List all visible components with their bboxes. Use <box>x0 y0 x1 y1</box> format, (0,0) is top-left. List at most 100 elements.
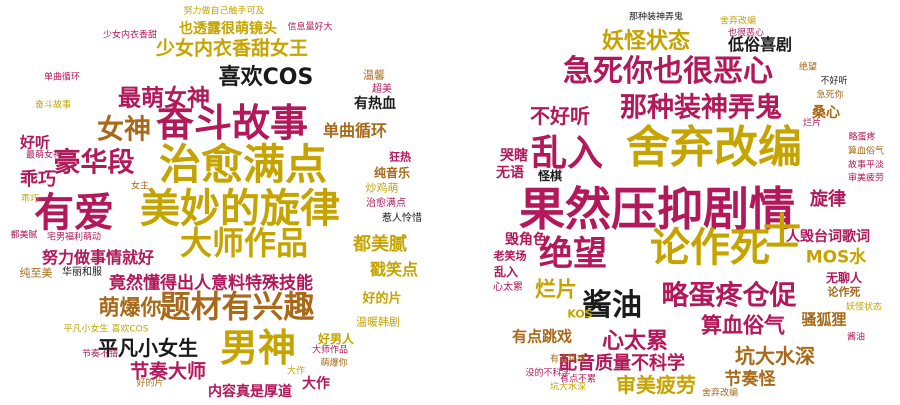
cloud-word: 奋斗故事 <box>155 101 309 145</box>
cloud-word: 纯至美 <box>19 266 53 280</box>
cloud-word: 奋斗故事 <box>34 100 72 111</box>
cloud-word: 急死你 <box>816 90 844 101</box>
cloud-word: 桑心 <box>812 105 840 121</box>
cloud-word: 美妙的旋律 <box>140 186 340 232</box>
cloud-word: 节奏怪 <box>724 369 776 390</box>
cloud-word: 好男人 <box>317 332 355 346</box>
cloud-word: 宅男福利萌动 <box>46 232 102 243</box>
cloud-word: 豪华段 <box>53 147 135 179</box>
cloud-word: 好听 <box>19 133 51 152</box>
cloud-word: 女神 <box>97 114 151 146</box>
cloud-word: 也很恶心 <box>727 28 765 39</box>
cloud-word: 节奏大师 <box>129 360 207 383</box>
cloud-word: 努力做事情就好 <box>41 248 155 267</box>
cloud-word: 妖怪状态 <box>601 29 691 54</box>
cloud-word: 有点跳戏 <box>511 327 573 346</box>
cloud-word: 戳笑点 <box>369 260 419 279</box>
cloud-word: 审美疲劳 <box>847 173 885 184</box>
cloud-word: 算血俗气 <box>701 313 785 338</box>
cloud-word: 都美腻 <box>353 234 407 255</box>
cloud-word: 无聊人 <box>825 271 863 285</box>
cloud-word: 最萌女神 <box>25 150 63 161</box>
cloud-word: 信息量好大 <box>287 22 333 33</box>
cloud-word: 骚狐狸 <box>801 310 847 329</box>
cloud-word: 急死你也很恶心 <box>563 54 773 89</box>
cloud-word: 好的片 <box>136 378 164 389</box>
cloud-word: 心太累 <box>601 329 669 354</box>
cloud-word: 节奏不错 <box>81 349 119 360</box>
cloud-word: 平凡小女生 <box>98 336 198 360</box>
cloud-word: 绝望 <box>798 62 818 73</box>
cloud-word: 大作 <box>302 376 330 392</box>
cloud-word: 纯音乐 <box>373 166 411 180</box>
cloud-word: 单曲循环 <box>322 121 388 140</box>
positive-word-cloud: 有爱 美妙的旋律 治愈满点 奋斗故事 男神 大师作品 题材有兴趣 豪华段 女神 … <box>10 6 422 400</box>
cloud-word: 坑大水深 <box>549 382 587 393</box>
cloud-word: 有热血 <box>354 96 396 112</box>
cloud-word: 旋律 <box>810 189 846 210</box>
cloud-word: 好的片 <box>362 291 402 307</box>
cloud-word: 那种装神弄鬼 <box>628 12 684 23</box>
cloud-word: 妖怪状态 <box>845 302 883 313</box>
cloud-word: 烂片 <box>535 277 577 302</box>
cloud-word: 人毁台词歌词 <box>786 229 870 245</box>
cloud-word: 略蛋疼 <box>848 132 876 143</box>
cloud-word: 心太累 <box>493 282 523 293</box>
cloud-word: 萌爆你 <box>98 295 162 320</box>
cloud-word: 算血俗气 <box>847 146 885 157</box>
cloud-word: 舍弃改编 <box>719 16 757 27</box>
cloud-word: 治愈满点 <box>158 140 328 189</box>
cloud-word: 烂片 <box>802 118 822 129</box>
cloud-word: 乖巧 <box>20 169 56 190</box>
cloud-word: 酱油 <box>846 332 866 343</box>
cloud-word: 题材有兴趣 <box>159 289 315 326</box>
cloud-word: 女主 <box>130 181 150 192</box>
cloud-word: 绝望 <box>539 234 607 274</box>
cloud-word: 没的不科学 <box>525 368 571 379</box>
cloud-word: 果然压抑剧情 <box>519 182 795 236</box>
cloud-word: 无语 <box>496 165 524 181</box>
cloud-word: 少女内衣香甜女王 <box>155 37 309 60</box>
cloud-word: KOS <box>567 307 593 321</box>
cloud-word: 有点不累 <box>559 374 597 385</box>
cloud-word: 低俗喜剧 <box>727 35 793 54</box>
cloud-word: 大师作品 <box>179 224 309 262</box>
cloud-word: 男神 <box>219 326 297 370</box>
cloud-word: 温馨 <box>363 68 385 82</box>
cloud-word: 不好听 <box>530 104 590 128</box>
cloud-word: 乖巧 <box>20 194 40 205</box>
cloud-word: 故事平淡 <box>847 160 885 171</box>
cloud-word: 单曲循环 <box>43 72 81 83</box>
cloud-word: 少女内衣香甜 <box>102 30 158 41</box>
negative-word-cloud: 果然压抑剧情 舍弃改编 乱入 论作死 绝望 士 急死你也很恶心 那种装神弄鬼 酱… <box>450 0 900 405</box>
cloud-word: 怪棋 <box>537 169 563 183</box>
cloud-word: 坑大水深 <box>735 344 815 368</box>
cloud-word: 哭瞎 <box>500 148 528 164</box>
cloud-word: 平凡小女生 喜欢COS <box>63 324 149 335</box>
cloud-word: 大作 <box>286 366 306 377</box>
cloud-word: 都美腻 <box>10 230 38 241</box>
cloud-word: 乱入 <box>530 133 604 174</box>
cloud-word: 有点跳戏 <box>549 354 587 365</box>
cloud-word: 舍弃改编 <box>626 122 802 173</box>
cloud-word: 配音质量不科学 <box>559 353 685 374</box>
cloud-word: 论作死 <box>827 285 861 299</box>
cloud-word: 也透露很萌镜头 <box>179 21 277 37</box>
cloud-word: 竟然懂得出人意料特殊技能 <box>109 273 313 294</box>
cloud-word: 乱入 <box>493 265 519 279</box>
cloud-word: 喜欢COS <box>218 65 314 90</box>
cloud-word: MOS水 <box>805 247 867 268</box>
cloud-word: 超美 <box>372 84 392 95</box>
cloud-word: 最萌女神 <box>118 85 210 112</box>
cloud-word: 审美疲劳 <box>616 373 696 397</box>
cloud-word: 大师作品 <box>311 345 349 356</box>
cloud-word: 士 <box>762 210 802 254</box>
cloud-word: 那种装神弄鬼 <box>620 92 782 124</box>
cloud-word: 惹人怜惜 <box>382 213 422 224</box>
cloud-word: 毁角色 <box>505 232 547 248</box>
cloud-word: 老笑场 <box>493 249 527 263</box>
cloud-word: 华丽和服 <box>62 267 102 278</box>
cloud-word: 狂热 <box>389 150 411 164</box>
cloud-word: 内容真是厚道 <box>208 384 292 400</box>
cloud-word: 努力做自己触手可及 <box>183 6 265 17</box>
